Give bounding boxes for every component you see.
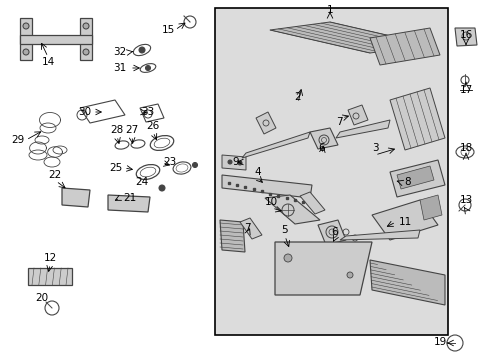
Text: 6: 6	[331, 227, 338, 237]
Text: 19: 19	[432, 337, 446, 347]
Polygon shape	[389, 160, 444, 197]
Text: 29: 29	[11, 135, 24, 145]
Text: 22: 22	[48, 170, 61, 180]
Text: 20: 20	[35, 293, 48, 303]
Circle shape	[23, 49, 29, 55]
Circle shape	[227, 160, 231, 164]
Text: 28: 28	[110, 125, 123, 135]
Text: 3: 3	[371, 143, 378, 153]
Polygon shape	[309, 128, 337, 149]
Circle shape	[83, 23, 89, 29]
Text: 1: 1	[326, 5, 333, 15]
Polygon shape	[20, 35, 92, 44]
Text: 4: 4	[254, 167, 261, 177]
Circle shape	[238, 161, 242, 165]
Text: 14: 14	[41, 57, 55, 67]
Circle shape	[159, 185, 164, 191]
Polygon shape	[222, 155, 245, 170]
Text: 7: 7	[243, 223, 250, 233]
Circle shape	[83, 49, 89, 55]
Circle shape	[139, 47, 145, 53]
Text: 11: 11	[398, 217, 411, 227]
Text: 17: 17	[458, 85, 472, 95]
Polygon shape	[20, 18, 32, 60]
Text: 27: 27	[125, 125, 138, 135]
Text: 16: 16	[458, 30, 472, 40]
Polygon shape	[222, 175, 311, 198]
Text: 31: 31	[113, 63, 126, 73]
Text: 32: 32	[113, 47, 126, 57]
Polygon shape	[28, 268, 72, 285]
Polygon shape	[274, 242, 371, 295]
Polygon shape	[108, 195, 150, 212]
Polygon shape	[419, 195, 441, 220]
Circle shape	[284, 254, 291, 262]
Circle shape	[145, 66, 150, 71]
Circle shape	[346, 272, 352, 278]
Polygon shape	[369, 260, 444, 305]
Text: 26: 26	[146, 121, 159, 131]
Text: 33: 33	[141, 107, 154, 117]
Text: 23: 23	[163, 157, 176, 167]
Circle shape	[23, 23, 29, 29]
Bar	[215, 8, 447, 335]
Text: 2: 2	[294, 92, 301, 102]
Text: 5: 5	[281, 225, 288, 235]
Polygon shape	[269, 22, 429, 53]
Text: 6: 6	[318, 143, 325, 153]
Circle shape	[192, 162, 197, 167]
Polygon shape	[347, 105, 367, 125]
Text: 25: 25	[109, 163, 122, 173]
Text: 10: 10	[264, 197, 277, 207]
Polygon shape	[335, 120, 389, 138]
Text: 12: 12	[43, 253, 57, 263]
Polygon shape	[62, 188, 90, 207]
Text: 8: 8	[404, 177, 410, 187]
Polygon shape	[389, 88, 444, 150]
Polygon shape	[256, 112, 275, 134]
Polygon shape	[299, 192, 325, 214]
Polygon shape	[242, 132, 309, 158]
Polygon shape	[220, 220, 244, 252]
Text: 30: 30	[78, 107, 91, 117]
Polygon shape	[369, 28, 439, 65]
Polygon shape	[317, 220, 346, 245]
Text: 13: 13	[458, 195, 472, 205]
Text: 21: 21	[123, 193, 136, 203]
Text: 24: 24	[135, 177, 148, 187]
Polygon shape	[264, 195, 319, 224]
Polygon shape	[454, 28, 476, 46]
Text: 7: 7	[335, 117, 342, 127]
Text: 15: 15	[161, 25, 174, 35]
Polygon shape	[240, 218, 262, 239]
Text: 18: 18	[458, 143, 472, 153]
Text: 9: 9	[232, 157, 239, 167]
Polygon shape	[371, 200, 437, 240]
Polygon shape	[80, 18, 92, 60]
Polygon shape	[339, 230, 419, 240]
Polygon shape	[396, 166, 433, 189]
